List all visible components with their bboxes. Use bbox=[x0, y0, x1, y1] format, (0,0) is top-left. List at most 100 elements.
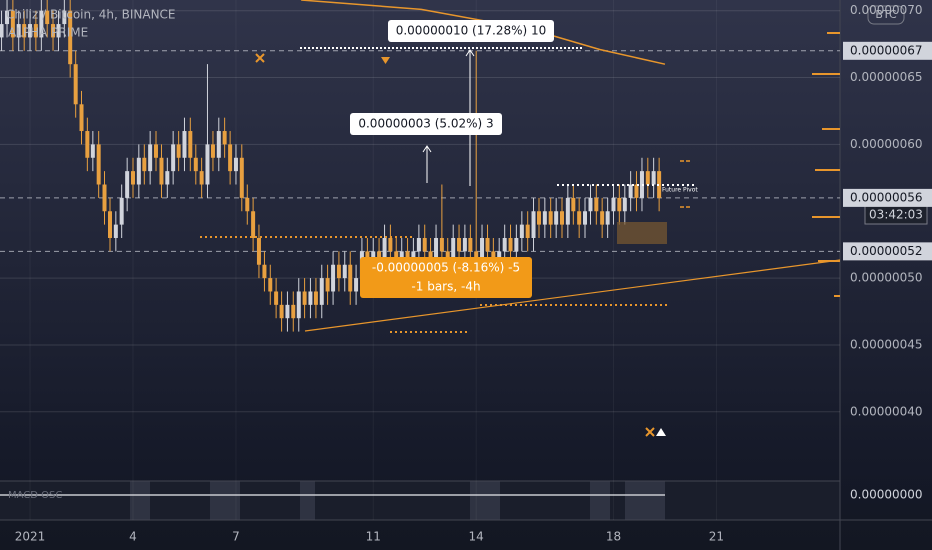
candle-body bbox=[119, 197, 124, 225]
candle-body bbox=[634, 184, 639, 198]
candle-body bbox=[171, 144, 176, 172]
candle-body bbox=[0, 24, 4, 38]
candle-body bbox=[439, 237, 444, 252]
candle-body bbox=[22, 24, 27, 38]
candle-body bbox=[291, 304, 296, 319]
candle-body bbox=[5, 10, 10, 25]
candle-body bbox=[336, 264, 341, 279]
candle-body bbox=[331, 264, 336, 292]
candle-body bbox=[96, 144, 101, 185]
candle-body bbox=[205, 144, 210, 185]
candle-body bbox=[10, 10, 15, 38]
x-tick-label: 7 bbox=[232, 530, 240, 544]
candle-body bbox=[113, 224, 118, 238]
candle-body bbox=[302, 291, 307, 305]
candle-body bbox=[274, 291, 279, 305]
candle-body bbox=[199, 171, 204, 185]
candle-body bbox=[51, 24, 56, 38]
candle-body bbox=[594, 197, 599, 212]
candle-body bbox=[548, 211, 553, 225]
candle-body bbox=[256, 237, 261, 265]
candle-body bbox=[542, 211, 547, 225]
candle-body bbox=[136, 157, 141, 185]
candle-body bbox=[657, 171, 662, 198]
candle-body bbox=[588, 197, 593, 212]
candle-body bbox=[268, 278, 273, 292]
candle-body bbox=[468, 237, 473, 252]
y-tick-label: 0.00000045 bbox=[850, 337, 923, 351]
candle-body bbox=[73, 64, 78, 105]
currency-badge: BTC bbox=[875, 8, 897, 21]
candle-body bbox=[176, 144, 181, 158]
candle-body bbox=[130, 171, 135, 185]
level-label: 0.00000056 bbox=[850, 190, 923, 204]
candle-body bbox=[102, 184, 107, 212]
candle-body bbox=[519, 224, 524, 238]
candle-body bbox=[285, 304, 290, 319]
candle-body bbox=[560, 211, 565, 225]
candle-body bbox=[107, 211, 112, 238]
measure-label: 0.00000010 (17.28%) 10 bbox=[396, 24, 547, 38]
candle-body bbox=[148, 144, 153, 172]
candle-body bbox=[485, 237, 490, 252]
candle-body bbox=[245, 197, 250, 212]
candle-body bbox=[262, 264, 267, 279]
candle-body bbox=[462, 237, 467, 252]
candle-body bbox=[342, 264, 347, 279]
level-label-box bbox=[843, 41, 932, 60]
candle-body bbox=[125, 171, 130, 198]
x-tick-label: 2021 bbox=[15, 530, 46, 544]
measure-label: 0.00000003 (5.02%) 3 bbox=[358, 117, 493, 131]
candle-body bbox=[422, 237, 427, 252]
candle-body bbox=[508, 237, 513, 252]
candle-body bbox=[319, 278, 324, 305]
candle-body bbox=[233, 157, 238, 172]
candle-body bbox=[651, 171, 656, 185]
oscillator-label: 0.00000000 bbox=[850, 488, 923, 502]
candle-body bbox=[142, 157, 147, 172]
candle-body bbox=[434, 237, 439, 265]
candle-body bbox=[605, 211, 610, 225]
y-tick-label: 0.00000065 bbox=[850, 70, 923, 84]
candle-body bbox=[348, 264, 353, 292]
candle-body bbox=[457, 237, 462, 252]
candle-body bbox=[159, 157, 164, 185]
candle-body bbox=[382, 237, 387, 265]
y-tick-label: 0.00000040 bbox=[850, 404, 923, 418]
candle-body bbox=[216, 131, 221, 158]
x-tick-label: 11 bbox=[366, 530, 381, 544]
candle-body bbox=[554, 211, 559, 225]
candle-body bbox=[628, 184, 633, 198]
x-tick-label: 18 bbox=[606, 530, 621, 544]
candle-body bbox=[531, 211, 536, 238]
candle-body bbox=[62, 10, 67, 25]
candle-body bbox=[79, 104, 84, 132]
pivot-label: Future Pivot bbox=[662, 187, 698, 194]
candle-body bbox=[354, 278, 359, 292]
candle-body bbox=[153, 144, 158, 158]
x-tick-label: 21 bbox=[709, 530, 724, 544]
candle-body bbox=[617, 197, 622, 212]
candle-body bbox=[28, 24, 33, 38]
candle-body bbox=[210, 144, 215, 158]
y-tick-label: 0.00000060 bbox=[850, 137, 923, 151]
oscillator-name: MACD OSC bbox=[8, 490, 62, 501]
candle-body bbox=[296, 291, 301, 319]
candle-body bbox=[537, 211, 542, 225]
candle-body bbox=[228, 144, 233, 172]
candle-body bbox=[182, 131, 187, 158]
candle-body bbox=[622, 197, 627, 212]
candle-body bbox=[313, 291, 318, 305]
candle-body bbox=[502, 237, 507, 252]
candle-body bbox=[193, 157, 198, 172]
candle-body bbox=[85, 131, 90, 158]
candle-body bbox=[639, 171, 644, 198]
chart-title: Chiliz / Bitcoin, 4h, BINANCE bbox=[6, 8, 176, 22]
level-label: 0.00000052 bbox=[850, 244, 923, 258]
candle-body bbox=[388, 237, 393, 252]
candle-body bbox=[222, 131, 227, 145]
countdown: 03:42:03 bbox=[869, 208, 923, 222]
candle-body bbox=[416, 237, 421, 252]
candle-body bbox=[279, 304, 284, 319]
